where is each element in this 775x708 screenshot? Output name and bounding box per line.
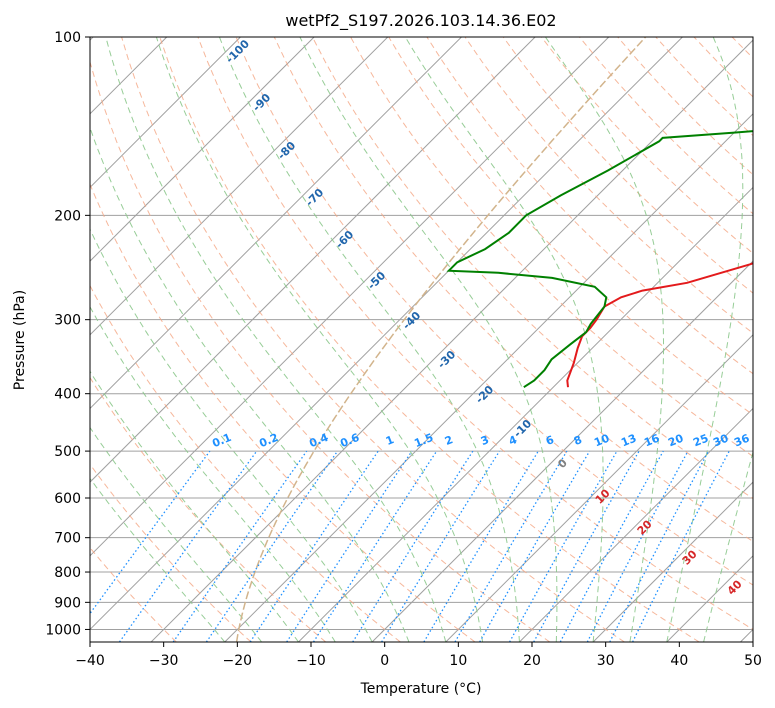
isotherm-line (150, 39, 753, 642)
dry-adiabat-line (311, 37, 753, 500)
mixing-ratio-label: 2 (443, 433, 455, 448)
mixing-ratio-line (509, 450, 618, 642)
isotherm-line (90, 37, 610, 557)
isotherm-line (371, 260, 753, 642)
profile-series (446, 130, 753, 389)
temperature-profile-line (566, 262, 753, 388)
mixing-ratio-label: 10 (592, 432, 611, 450)
plot-frame (89, 36, 754, 643)
mixing-ratio-label: 16 (642, 432, 661, 450)
mixing-ratio-label: 3 (479, 433, 491, 448)
mixing-ratio-line (286, 450, 413, 642)
mixing-ratio-label: 25 (691, 432, 710, 450)
isotherm-gridlines (90, 37, 753, 642)
isotherm-line (224, 113, 753, 642)
x-tick-label: 30 (597, 653, 615, 669)
y-tick-label: 1000 (45, 622, 81, 638)
dry-adiabat-line (121, 37, 625, 642)
y-tick-label: 100 (54, 30, 81, 46)
mixing-ratio-line (352, 450, 474, 642)
mixing-ratio-line (381, 450, 501, 642)
y-tick-label: 800 (54, 565, 81, 581)
mixing-ratio-label: 20 (666, 432, 685, 450)
mixing-ratio-line (632, 450, 730, 642)
moist-adiabat-line (218, 37, 520, 642)
x-axis-ticks: −40 −30 −20 −10 0 10 20 30 40 50 (75, 642, 762, 669)
y-tick-label: 500 (54, 444, 81, 460)
moist-adiabat-line (90, 477, 226, 642)
y-tick-label: 900 (54, 595, 81, 611)
x-tick-label: −10 (296, 653, 326, 669)
moist-adiabat-line (404, 37, 604, 642)
plot-area: -100-90-80-70-60-50-40-30-20-10010203040… (90, 37, 753, 642)
dry-adiabat-line (502, 37, 753, 294)
mixing-ratio-label: 1 (384, 433, 396, 448)
isotherm-line (90, 37, 462, 410)
y-tick-label: 700 (54, 531, 81, 547)
mixing-ratio-label: 8 (572, 433, 584, 448)
mixing-ratio-line (559, 450, 664, 642)
dry-adiabats (90, 37, 753, 642)
isotherm-line (90, 37, 389, 336)
mixing-ratio-label: 36 (732, 432, 751, 450)
moist-adiabat-line (90, 426, 262, 642)
dry-adiabat-line (159, 37, 700, 642)
chart-title: wetPf2_S197.2026.103.14.36.E02 (285, 11, 556, 31)
dry-adiabat-line (90, 376, 327, 642)
x-axis-title: Temperature (°C) (360, 681, 482, 697)
dry-adiabat-line (273, 37, 753, 543)
x-tick-label: 0 (380, 653, 389, 669)
dewpoint-profile-line (446, 130, 753, 389)
moist-adiabat-line (90, 126, 410, 642)
y-tick-label: 200 (54, 208, 81, 224)
y-tick-label: 300 (54, 313, 81, 329)
moist-adiabat-line (90, 228, 373, 642)
x-tick-label: −40 (75, 653, 105, 669)
moist-adiabat-line (544, 37, 664, 642)
x-tick-label: −20 (223, 653, 253, 669)
moist-adiabat-line (90, 370, 299, 642)
dry-adiabat-line (90, 60, 551, 642)
isotherm-line (90, 37, 536, 483)
mixing-ratio-line (205, 450, 339, 642)
isotherm-line (90, 37, 683, 631)
isotherm-line (90, 37, 315, 262)
y-axis-ticks: 1000 900 800 700 600 500 400 300 200 100 (45, 30, 90, 638)
mixing-ratio-label: 30 (711, 432, 730, 450)
x-tick-label: 10 (449, 653, 467, 669)
x-tick-label: 40 (670, 653, 688, 669)
moist-adiabat-line (105, 37, 447, 642)
mixing-ratio-line (312, 450, 438, 642)
y-axis-title: Pressure (hPa) (12, 290, 28, 390)
mixing-ratio-line (118, 450, 258, 642)
y-tick-label: 600 (54, 491, 81, 507)
moist-adiabat-line (155, 37, 484, 642)
mixing-ratio-line (249, 450, 379, 642)
y-tick-label: 400 (54, 387, 81, 403)
mixing-ratio-label: 13 (619, 432, 638, 450)
x-tick-label: 50 (744, 653, 762, 669)
isotherm-line (445, 334, 753, 642)
isotherm-line (519, 407, 753, 642)
dry-adiabat-line (235, 37, 753, 586)
mixing-ratio-line (172, 450, 308, 642)
x-tick-label: −30 (149, 653, 179, 669)
lcl-curve (235, 37, 647, 642)
mixing-ratio-line (533, 450, 640, 642)
dry-adiabat-line (197, 37, 753, 630)
lcl-curve-line (235, 37, 647, 642)
x-tick-label: 20 (523, 653, 541, 669)
moist-adiabat-line (666, 37, 744, 642)
mixing-ratio-line (90, 450, 211, 615)
isotherm-line (592, 481, 753, 642)
mixing-ratio-lines (90, 450, 730, 642)
dry-adiabat-line (90, 463, 252, 642)
moist-adiabat-line (90, 305, 336, 642)
moist-adiabat-line (703, 450, 753, 642)
